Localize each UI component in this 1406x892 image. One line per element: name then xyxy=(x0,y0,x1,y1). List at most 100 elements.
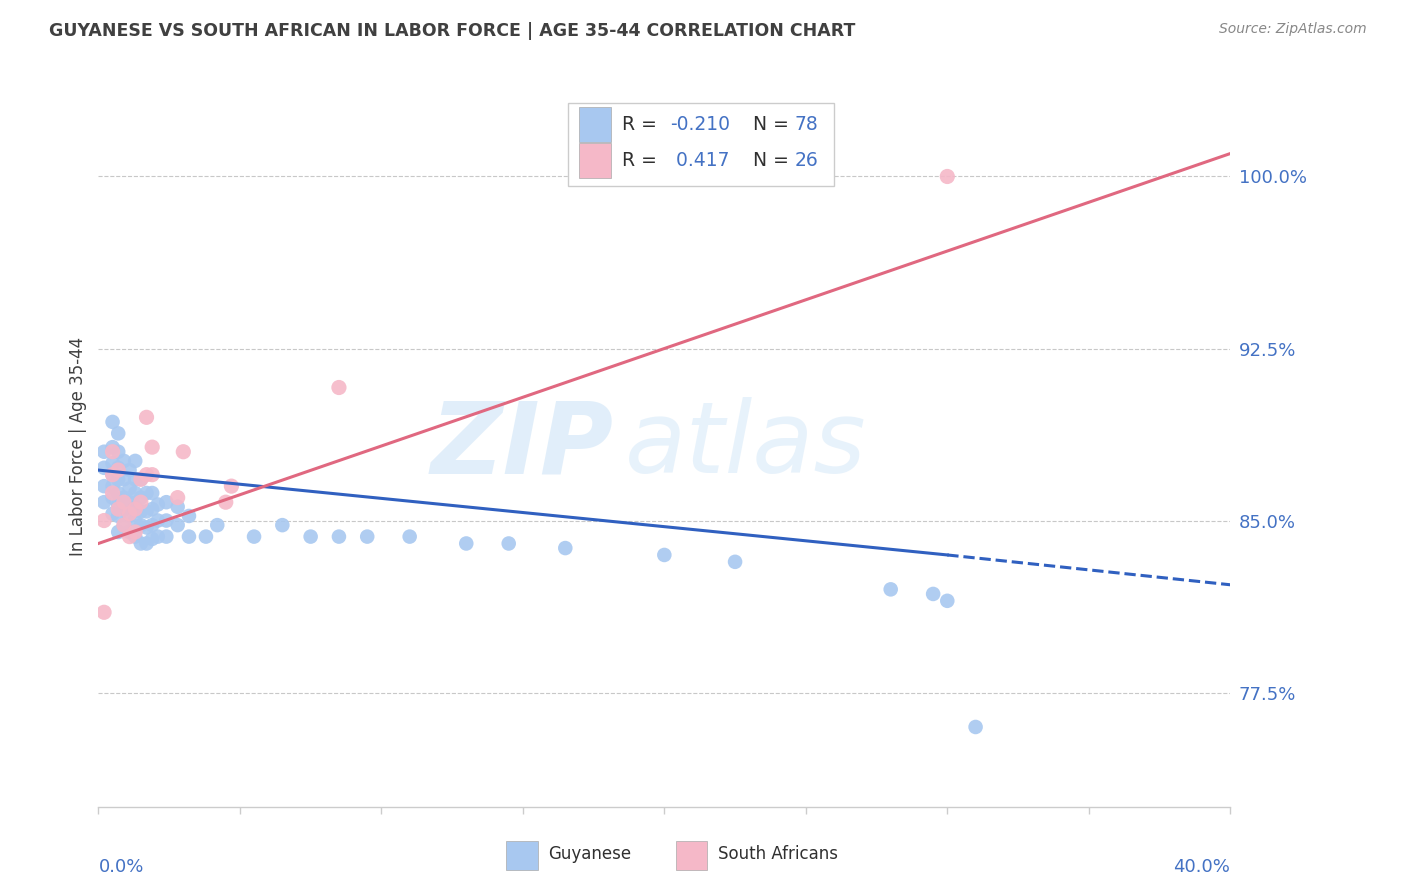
Point xyxy=(101,491,124,505)
FancyBboxPatch shape xyxy=(676,841,707,870)
Point xyxy=(129,472,152,486)
Point xyxy=(124,454,146,468)
Point xyxy=(107,498,129,512)
FancyBboxPatch shape xyxy=(568,103,834,186)
Point xyxy=(299,530,322,544)
Point xyxy=(141,486,163,500)
Text: 26: 26 xyxy=(794,151,818,170)
Point xyxy=(177,508,200,523)
Point xyxy=(965,720,987,734)
Point xyxy=(112,495,135,509)
Point xyxy=(135,504,157,518)
Point xyxy=(124,514,146,528)
Point xyxy=(93,479,115,493)
Point xyxy=(155,495,177,509)
Point xyxy=(93,605,115,619)
Point xyxy=(101,415,124,429)
Point xyxy=(107,444,129,458)
Point xyxy=(107,486,129,500)
FancyBboxPatch shape xyxy=(506,841,537,870)
Point xyxy=(146,530,169,544)
Point xyxy=(107,460,129,475)
Point xyxy=(107,426,129,441)
Point xyxy=(93,495,115,509)
Point xyxy=(112,518,135,533)
Point xyxy=(118,463,141,477)
Text: 0.417: 0.417 xyxy=(671,151,730,170)
Point xyxy=(124,500,146,514)
Point xyxy=(112,491,135,505)
Text: Guyanese: Guyanese xyxy=(548,846,631,863)
Point xyxy=(141,440,163,454)
Point xyxy=(107,508,129,523)
Point xyxy=(107,472,129,486)
Text: N =: N = xyxy=(752,151,794,170)
Point xyxy=(93,460,115,475)
Point xyxy=(172,444,194,458)
Point xyxy=(124,472,146,486)
Point xyxy=(922,587,945,601)
Point xyxy=(141,502,163,516)
Point xyxy=(398,530,420,544)
Point xyxy=(101,456,124,470)
Point xyxy=(118,507,141,521)
Point xyxy=(129,518,152,533)
Point xyxy=(112,454,135,468)
Point xyxy=(194,530,217,544)
Point xyxy=(215,495,238,509)
Point xyxy=(93,444,115,458)
Text: South Africans: South Africans xyxy=(717,846,838,863)
Point xyxy=(328,530,350,544)
Point xyxy=(107,463,129,477)
Point xyxy=(129,504,152,518)
Point xyxy=(135,536,157,550)
Point xyxy=(141,532,163,546)
Point xyxy=(124,524,146,539)
Point xyxy=(101,444,124,458)
Point xyxy=(271,518,294,533)
Point xyxy=(107,524,129,539)
Point xyxy=(456,536,478,550)
Text: ZIP: ZIP xyxy=(430,398,613,494)
Point xyxy=(124,530,146,544)
Point xyxy=(101,486,124,500)
Text: Source: ZipAtlas.com: Source: ZipAtlas.com xyxy=(1219,22,1367,37)
Point xyxy=(129,536,152,550)
Point xyxy=(146,514,169,528)
Point xyxy=(652,548,676,562)
Point xyxy=(243,530,266,544)
Point xyxy=(118,530,141,544)
Point xyxy=(141,518,163,533)
Text: 78: 78 xyxy=(794,115,818,134)
Point xyxy=(101,479,124,493)
Point xyxy=(146,498,169,512)
Point xyxy=(166,518,188,533)
Point xyxy=(112,502,135,516)
Point xyxy=(101,467,124,482)
Point xyxy=(101,507,124,521)
Point xyxy=(107,502,129,516)
Point xyxy=(177,530,200,544)
Point xyxy=(166,491,188,505)
Point xyxy=(724,555,747,569)
Y-axis label: In Labor Force | Age 35-44: In Labor Force | Age 35-44 xyxy=(69,336,87,556)
Point xyxy=(118,524,141,539)
FancyBboxPatch shape xyxy=(579,144,612,178)
Point xyxy=(328,380,350,394)
Point xyxy=(118,495,141,509)
Point xyxy=(129,495,152,509)
Point xyxy=(135,410,157,425)
Point xyxy=(141,467,163,482)
Point xyxy=(129,472,152,486)
Point xyxy=(118,482,141,496)
Point xyxy=(101,467,124,482)
FancyBboxPatch shape xyxy=(579,107,612,142)
Text: R =: R = xyxy=(623,115,664,134)
Text: -0.210: -0.210 xyxy=(671,115,730,134)
Point xyxy=(498,536,520,550)
Point xyxy=(129,491,152,505)
Point xyxy=(93,514,115,528)
Point xyxy=(554,541,576,555)
Point xyxy=(135,520,157,534)
Text: R =: R = xyxy=(623,151,664,170)
